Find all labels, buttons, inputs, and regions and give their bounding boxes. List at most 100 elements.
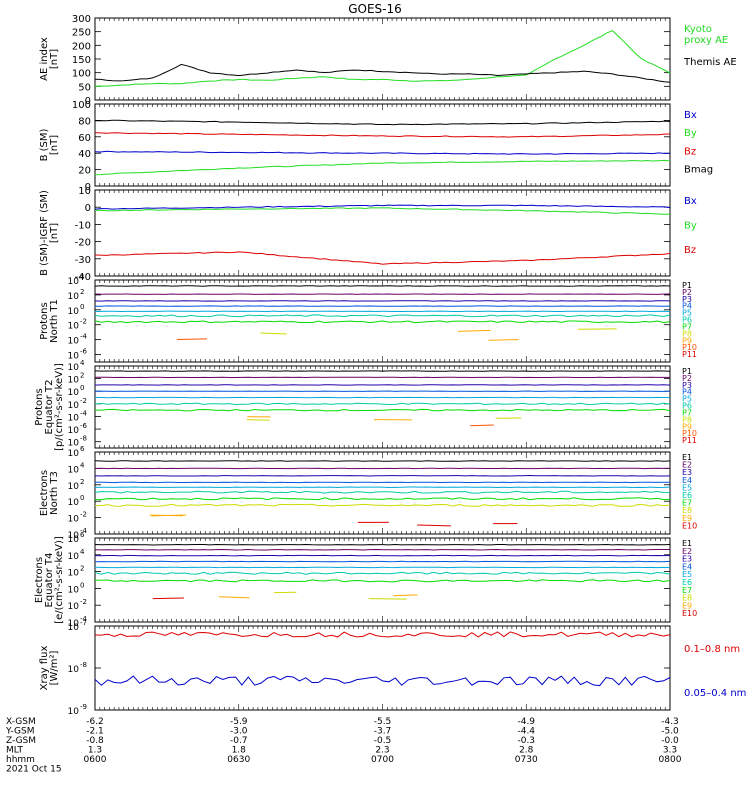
- y-tick-exponent: 2: [80, 372, 84, 380]
- y-tick-exponent: -2: [80, 318, 87, 326]
- footer-value: 0630: [227, 755, 250, 765]
- y-tick-label: 250: [72, 28, 91, 39]
- series-line-5: [95, 403, 670, 405]
- y-tick-label: 20: [78, 166, 91, 177]
- y-tick-exponent: 4: [80, 359, 85, 367]
- y-tick-exponent: -2: [80, 397, 87, 405]
- y-axis-label: North T1: [49, 299, 60, 343]
- series-line-bx: [95, 151, 670, 154]
- y-tick-exponent: -6: [80, 348, 88, 356]
- panel-ae: AE index[nT]050100150200250300Kyotoproxy…: [39, 14, 737, 107]
- footer-value: -0.5: [374, 736, 392, 746]
- y-tick-label: 150: [72, 55, 91, 66]
- y-tick-label: 10: [68, 426, 80, 436]
- y-tick-exponent: 4: [80, 273, 85, 281]
- legend-entry: Bmag: [684, 165, 713, 176]
- panel-frame: [95, 538, 670, 622]
- y-tick-exponent: 6: [80, 531, 85, 539]
- series-line-2: [95, 476, 670, 477]
- y-tick-label: 10: [68, 602, 80, 612]
- y-tick-label: 10: [68, 515, 80, 525]
- series-line-0: [95, 632, 670, 637]
- series-line-5: [95, 491, 670, 493]
- y-tick-label: 10: [68, 307, 80, 317]
- footer-value: 2.3: [375, 746, 389, 756]
- legend-entry: Bx: [684, 110, 697, 121]
- series-line-bz: [95, 133, 670, 137]
- y-axis-label: [nT]: [49, 135, 60, 155]
- footer-value: 0700: [371, 755, 394, 765]
- y-tick-exponent: -6: [80, 422, 88, 430]
- series-line-bmag: [95, 120, 670, 124]
- orbit-footer: X-GSMY-GSMZ-GSMMLThhmm-6.2-2.1-0.81.3060…: [5, 717, 682, 775]
- legend-entry: E10: [682, 609, 697, 618]
- y-tick-label: 200: [72, 41, 91, 52]
- footer-value: 0730: [515, 755, 538, 765]
- series-fragment: [470, 425, 494, 426]
- series-fragment: [177, 339, 207, 340]
- y-tick-label: 10: [68, 665, 80, 675]
- y-tick-label: 10: [68, 376, 80, 386]
- y-tick-exponent: -8: [80, 661, 87, 669]
- y-tick-exponent: -2: [80, 598, 87, 606]
- y-tick-label: 10: [68, 363, 80, 373]
- series-line-0: [95, 545, 670, 546]
- footer-value: -0.8: [86, 736, 104, 746]
- series-line-1: [95, 550, 670, 551]
- y-axis-label: [nT]: [49, 223, 60, 243]
- series-line-3: [95, 561, 670, 562]
- footer-value: -4.3: [661, 717, 679, 727]
- y-tick-exponent: -9: [80, 703, 87, 711]
- series-fragment: [393, 595, 417, 596]
- series-line-7: [95, 504, 670, 506]
- panel-frame: [95, 366, 670, 448]
- y-tick-label: 10: [68, 352, 80, 362]
- footer-value: -3.7: [374, 727, 392, 737]
- footer-value: -4.4: [517, 727, 535, 737]
- footer-value: -5.0: [661, 727, 679, 737]
- y-tick-exponent: -2: [80, 511, 87, 519]
- footer-value: -2.1: [86, 727, 104, 737]
- y-tick-label: 40: [78, 149, 91, 160]
- legend-entry: P11: [682, 436, 697, 445]
- series-fragment: [153, 598, 184, 599]
- y-tick-label: 10: [68, 413, 80, 423]
- y-tick-label: 60: [78, 133, 91, 144]
- panel-frame: [95, 626, 670, 710]
- date-label: 2021 Oct 15: [6, 765, 62, 775]
- footer-value: -4.9: [517, 717, 535, 727]
- footer-value: -5.9: [230, 717, 248, 727]
- y-tick-label: 10: [68, 337, 80, 347]
- series-line-5: [95, 572, 670, 574]
- series-line-0: [95, 461, 670, 462]
- panel-frame: [95, 18, 670, 100]
- y-axis-label: [e/(cm²-s-sr-keV)]: [54, 536, 65, 624]
- series-line-1: [95, 294, 670, 295]
- y-tick-label: 100: [72, 69, 91, 80]
- legend-entry: P11: [682, 350, 697, 359]
- panel-group: AE index[nT]050100150200250300Kyotoproxy…: [34, 14, 746, 717]
- y-axis-label: [W/m²]: [49, 650, 60, 685]
- panel-frame: [95, 104, 670, 186]
- series-line-bx: [95, 205, 670, 209]
- y-tick-exponent: 2: [80, 478, 84, 486]
- y-tick-label: 10: [68, 439, 80, 449]
- y-tick-label: 10: [68, 449, 80, 459]
- y-tick-label: -30: [75, 255, 91, 266]
- y-tick-label: 300: [72, 14, 91, 25]
- footer-value: 0800: [659, 755, 682, 765]
- footer-value: 1.3: [88, 746, 102, 756]
- series-line-6: [95, 409, 670, 411]
- footer-value: -6.2: [86, 717, 104, 727]
- legend-entry: Bx: [684, 196, 697, 207]
- series-line-6: [95, 321, 670, 323]
- y-tick-exponent: 0: [80, 494, 84, 502]
- series-fragment: [260, 333, 286, 334]
- series-line-6: [95, 580, 670, 582]
- footer-row-label: Z-GSM: [6, 736, 36, 746]
- series-line-4: [95, 487, 670, 488]
